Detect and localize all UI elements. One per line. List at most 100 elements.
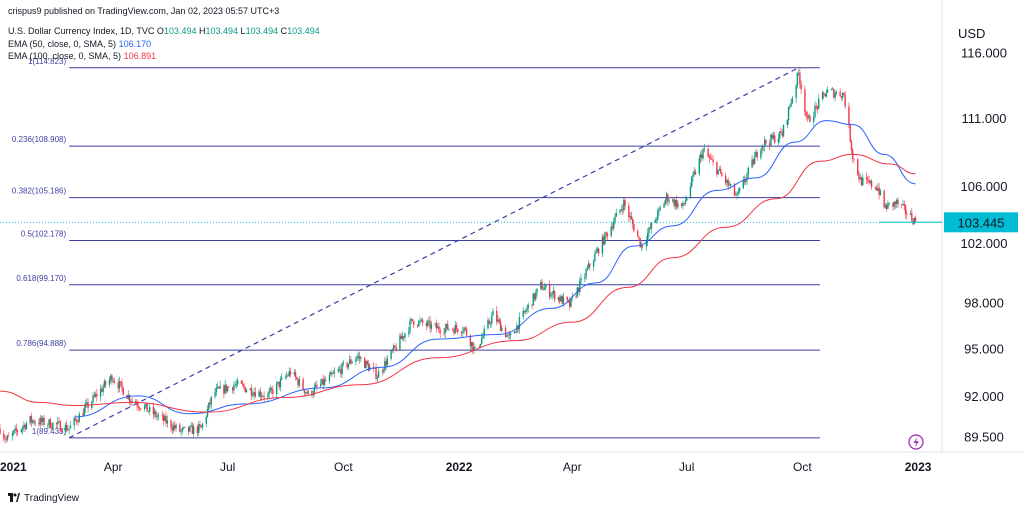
candle-body [831, 89, 834, 90]
candle-body [6, 435, 9, 440]
candle-body [219, 385, 221, 389]
candle-body [742, 179, 744, 188]
candle-body [506, 334, 508, 337]
candle-body [269, 388, 272, 392]
candle-body [64, 424, 67, 432]
candle-body [762, 146, 765, 147]
candle-body [377, 371, 380, 378]
candle-body [182, 427, 185, 429]
candle-body [830, 89, 833, 90]
ema50-legend[interactable]: EMA (50, close, 0, SMA, 5) 106.170 [8, 39, 151, 49]
candle-body [575, 296, 577, 298]
candle-body [901, 204, 903, 206]
publisher-line: crispus9 published on TradingView.com, J… [8, 6, 280, 16]
candle-body [639, 238, 641, 248]
candle-body [428, 320, 430, 322]
candle-body [148, 406, 151, 412]
candle-body [443, 333, 445, 334]
candle-body [3, 433, 5, 439]
candle-body [560, 295, 562, 302]
candle-body [366, 360, 368, 364]
candle-body [809, 115, 811, 122]
candle-body [909, 213, 912, 215]
candle-body [448, 329, 450, 330]
candle-body [137, 405, 140, 408]
candle-body [561, 295, 563, 304]
candle-body [533, 293, 536, 300]
candle-body [777, 138, 780, 143]
candle-body [400, 335, 402, 339]
candle-body [439, 330, 441, 334]
candle-body [83, 407, 85, 416]
candle-body [78, 413, 80, 423]
candle-body [275, 383, 278, 395]
candle-body [302, 379, 304, 390]
fib-level-label: 0.5(102.178) [21, 230, 67, 239]
ema100-legend[interactable]: EMA (100, close, 0, SMA, 5) 106.891 [8, 51, 156, 61]
candle-body [771, 134, 773, 139]
candle-body [367, 363, 370, 371]
candle-body [218, 387, 220, 389]
candle-body [605, 232, 607, 234]
candle-body [834, 93, 836, 98]
candle-body [224, 384, 226, 394]
candle-body [691, 177, 693, 187]
ohlc-close-label: C [280, 26, 288, 36]
candle-body [619, 209, 621, 213]
candle-body [849, 124, 851, 142]
candle-body [385, 360, 387, 366]
candle-body [743, 179, 746, 183]
candle-body [337, 369, 340, 373]
candle-body [480, 338, 483, 344]
candle-body [175, 424, 177, 429]
candle-body [610, 226, 612, 237]
candle-body [391, 350, 394, 351]
candle-body [235, 383, 238, 385]
tradingview-brand[interactable]: TradingView [8, 492, 79, 504]
candle-body [738, 187, 741, 192]
candle-body [733, 183, 736, 196]
candle-body [162, 415, 165, 421]
ohlc-high-label: H [198, 26, 206, 36]
candle-body [703, 148, 705, 150]
candle-body [57, 421, 59, 425]
candle-body [49, 419, 52, 428]
candle-body [395, 347, 397, 351]
candle-body [716, 162, 718, 175]
candle-body [360, 358, 362, 359]
candle-body [623, 200, 625, 211]
y-tick-label: 89.500 [964, 430, 1004, 445]
candle-body [306, 392, 308, 394]
candle-body [865, 177, 868, 180]
candle-body [8, 435, 10, 437]
candle-body [316, 384, 318, 387]
candle-body [641, 245, 644, 247]
candle-body [260, 396, 263, 397]
candle-body [287, 375, 289, 377]
candle-body [146, 403, 148, 412]
candle-body [455, 325, 458, 329]
candle-body [210, 396, 212, 405]
currency-label: USD [958, 26, 986, 41]
candle-body [284, 376, 287, 378]
candle-body [65, 424, 68, 431]
candle-body [357, 356, 360, 357]
ohlc-close: 103.494 [287, 26, 320, 36]
candle-body [469, 335, 472, 347]
candle-body [551, 293, 553, 296]
candle-body [15, 428, 18, 431]
candle-body [426, 321, 429, 326]
candle-body [857, 159, 859, 175]
candle-body [277, 381, 279, 384]
candle-body [649, 227, 651, 229]
lightning-icon[interactable] [908, 434, 924, 450]
candle-body [628, 205, 630, 218]
candle-body [752, 159, 755, 165]
candle-body [878, 187, 880, 195]
candle-body [525, 311, 527, 313]
candle-body [325, 379, 327, 381]
candle-body [420, 319, 423, 321]
candle-body [112, 381, 114, 382]
candle-body [504, 327, 507, 337]
